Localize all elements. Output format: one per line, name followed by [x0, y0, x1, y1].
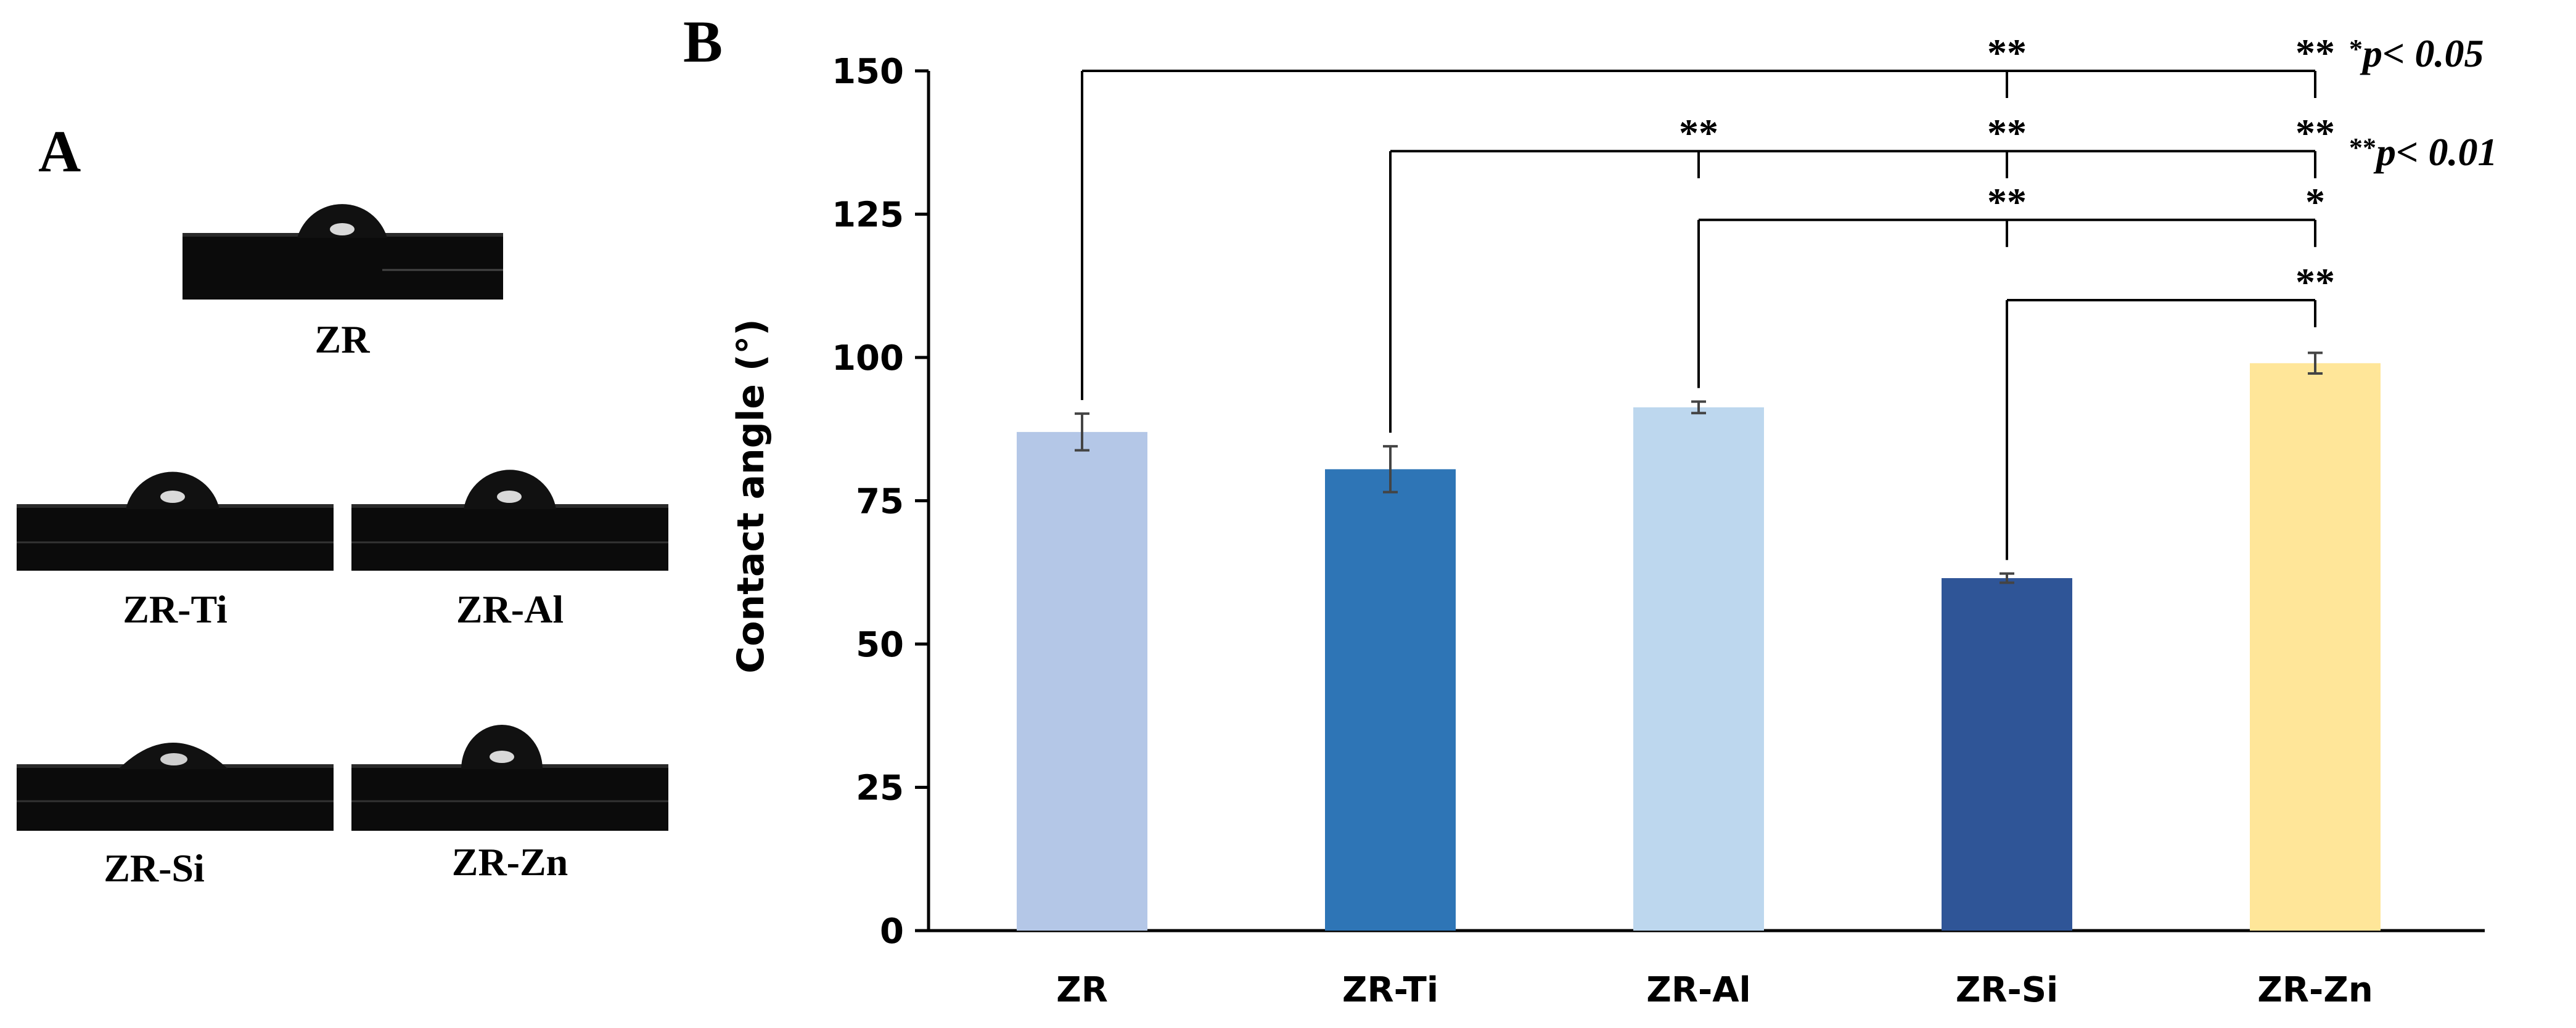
- panel-a-letter: A: [38, 118, 81, 184]
- droplet-image-zr-ti: [17, 471, 334, 571]
- bar-zr-zn: [2250, 363, 2381, 931]
- sample-label-zr-si: ZR-Si: [104, 846, 205, 890]
- x-tick-label: ZR-Ti: [1342, 970, 1438, 1010]
- y-tick-label: 50: [856, 625, 904, 665]
- significance-mark: **: [1987, 180, 2027, 224]
- x-tick-label: ZR-Al: [1646, 970, 1751, 1010]
- significance-mark: **: [1987, 111, 2027, 155]
- p-value-legend-entry: *p< 0.05: [2349, 31, 2484, 75]
- p-legend-text: p< 0.01: [2373, 130, 2497, 174]
- y-tick-label: 75: [856, 482, 904, 522]
- y-tick-label: 25: [856, 769, 904, 809]
- x-tick-label: ZR-Zn: [2257, 970, 2373, 1010]
- p-legend-stars: *: [2349, 34, 2363, 64]
- y-tick-label: 100: [832, 338, 904, 378]
- bar-zr-ti: [1325, 469, 1456, 931]
- sample-label-zr-ti: ZR-Ti: [123, 587, 228, 631]
- droplet-image-zr-zn: [351, 725, 668, 831]
- sample-label-zr-zn: ZR-Zn: [452, 840, 568, 884]
- droplet-image-zr-al: [351, 470, 668, 571]
- droplet-image-zr-si: [17, 743, 334, 831]
- y-tick-label: 150: [832, 52, 904, 92]
- y-axis-title: Contact angle (°): [729, 319, 773, 673]
- y-tick-label: 0: [880, 912, 904, 952]
- significance-mark: **: [1987, 31, 2027, 75]
- significance-mark: **: [2295, 31, 2335, 75]
- significance-mark: **: [1679, 111, 1718, 155]
- x-tick-label: ZR: [1056, 970, 1108, 1010]
- p-legend-text: p< 0.05: [2360, 31, 2484, 75]
- bar-zr: [1017, 431, 1147, 931]
- significance-mark: **: [2295, 111, 2335, 155]
- bar-zr-al: [1633, 407, 1764, 931]
- p-legend-stars: **: [2349, 133, 2376, 163]
- sample-label-zr: ZR: [315, 317, 371, 361]
- significance-mark: **: [2295, 260, 2335, 304]
- bar-zr-si: [1942, 578, 2072, 931]
- sample-label-zr-al: ZR-Al: [456, 587, 564, 631]
- y-tick-label: 125: [832, 195, 904, 235]
- x-tick-label: ZR-Si: [1956, 970, 2059, 1010]
- p-value-legend-entry: **p< 0.01: [2349, 130, 2497, 174]
- significance-mark: *: [2305, 180, 2325, 224]
- panel-b-letter: B: [683, 9, 723, 75]
- droplet-image-zr: [183, 204, 503, 300]
